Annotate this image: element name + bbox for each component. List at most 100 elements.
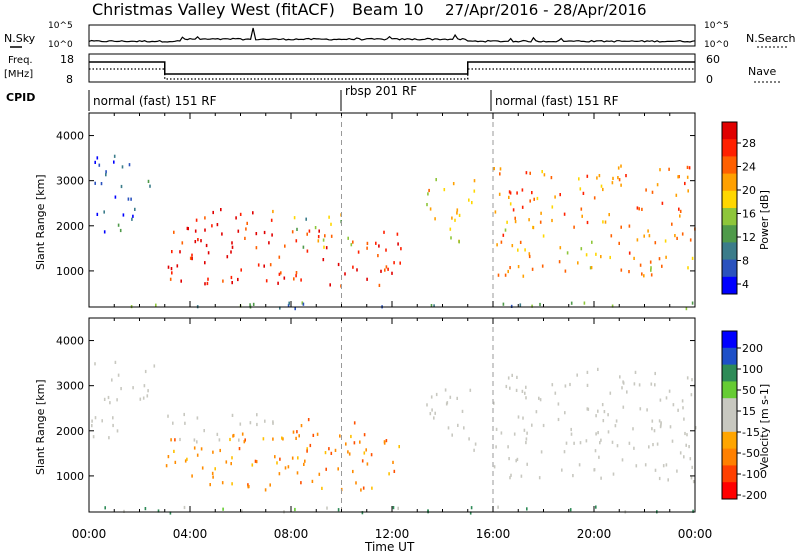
data-cell: [222, 279, 224, 283]
data-cell: [309, 443, 312, 448]
data-cell: [499, 172, 501, 176]
power-colorbar-tick-label: 4: [742, 278, 749, 291]
data-cell: [105, 173, 107, 177]
x-tick-label: 16:00: [476, 527, 511, 541]
data-cell: [468, 437, 470, 441]
data-cell: [257, 263, 260, 267]
data-cell: [238, 438, 240, 442]
data-cell: [116, 398, 118, 402]
data-cell: [350, 243, 353, 247]
data-cell: [586, 407, 589, 411]
data-cell: [362, 486, 365, 490]
data-cell: [536, 196, 539, 201]
data-cell: [506, 220, 508, 224]
data-cell: [551, 205, 554, 209]
data-cell: [617, 176, 619, 180]
data-cell: [576, 373, 578, 377]
data-cell: [500, 431, 503, 435]
date-range: 27/Apr/2016 - 28/Apr/2016: [445, 1, 647, 19]
data-cell: [593, 196, 596, 200]
data-cell: [344, 272, 346, 276]
x-tick-label: 00:00: [72, 527, 107, 541]
data-cell: [521, 205, 524, 209]
power-colorbar-band: [722, 259, 737, 278]
data-cell: [393, 469, 396, 473]
data-cell: [325, 467, 327, 471]
data-cell: [650, 273, 653, 277]
data-cell: [144, 369, 147, 374]
data-cell: [377, 254, 379, 258]
data-cell: [427, 192, 429, 196]
data-cell: [397, 242, 399, 246]
data-cell: [317, 235, 320, 239]
data-cell: [325, 246, 328, 250]
data-cell: [495, 445, 497, 449]
data-cell: [454, 218, 456, 222]
velocity-colorbar-tick-label: 100: [742, 363, 763, 376]
data-cell: [330, 222, 332, 226]
data-cell: [508, 457, 510, 461]
data-cell: [445, 402, 448, 406]
data-cell: [660, 423, 662, 427]
data-cell: [96, 212, 99, 216]
data-cell: [654, 241, 657, 245]
y-tick-label: 2000: [56, 220, 84, 233]
data-cell: [586, 174, 589, 178]
data-cell: [551, 383, 554, 387]
data-cell: [569, 382, 571, 387]
data-cell: [230, 250, 232, 254]
data-cell: [541, 264, 544, 268]
data-cell: [96, 156, 99, 160]
velocity-colorbar-tick-label: -100: [742, 468, 767, 481]
data-cell: [679, 209, 682, 213]
data-cell: [194, 229, 197, 233]
data-cell: [595, 505, 597, 509]
data-cell: [255, 246, 258, 250]
power-colorbar-band: [722, 225, 737, 243]
data-cell: [112, 416, 114, 420]
data-cell: [559, 193, 561, 197]
data-cell: [431, 408, 433, 412]
data-cell: [255, 232, 258, 236]
data-cell: [456, 396, 458, 400]
data-cell: [533, 197, 535, 201]
data-cell: [339, 434, 341, 438]
data-cell: [614, 424, 617, 428]
data-cell: [595, 414, 597, 418]
data-cell: [585, 253, 588, 257]
data-cell: [361, 459, 364, 463]
data-cell: [337, 262, 340, 267]
data-cell: [193, 438, 196, 442]
data-cell: [300, 481, 302, 485]
data-cell: [167, 414, 169, 418]
data-cell: [600, 438, 602, 442]
data-cell: [528, 252, 531, 256]
data-cell: [194, 240, 197, 244]
data-cell: [525, 437, 528, 441]
data-cell: [656, 183, 659, 187]
data-cell: [447, 426, 450, 430]
data-cell: [557, 402, 560, 406]
data-cell: [639, 407, 642, 411]
data-cell: [306, 232, 308, 236]
data-cell: [179, 437, 181, 442]
data-cell: [256, 413, 258, 417]
power-colorbar-band: [722, 190, 737, 209]
velocity-colorbar-band: [722, 448, 737, 466]
data-cell: [497, 505, 499, 509]
data-cell: [570, 301, 573, 305]
data-cell: [113, 154, 116, 158]
data-cell: [430, 395, 433, 399]
data-cell: [397, 506, 399, 510]
data-cell: [450, 236, 452, 240]
data-cell: [200, 447, 203, 451]
data-cell: [591, 240, 593, 244]
data-cell: [144, 507, 147, 511]
data-cell: [646, 408, 648, 412]
data-cell: [153, 364, 156, 368]
data-cell: [672, 403, 675, 407]
data-cell: [564, 384, 567, 388]
nsearch-label: N.Search: [746, 32, 796, 45]
data-cell: [170, 438, 172, 442]
data-cell: [511, 244, 514, 248]
